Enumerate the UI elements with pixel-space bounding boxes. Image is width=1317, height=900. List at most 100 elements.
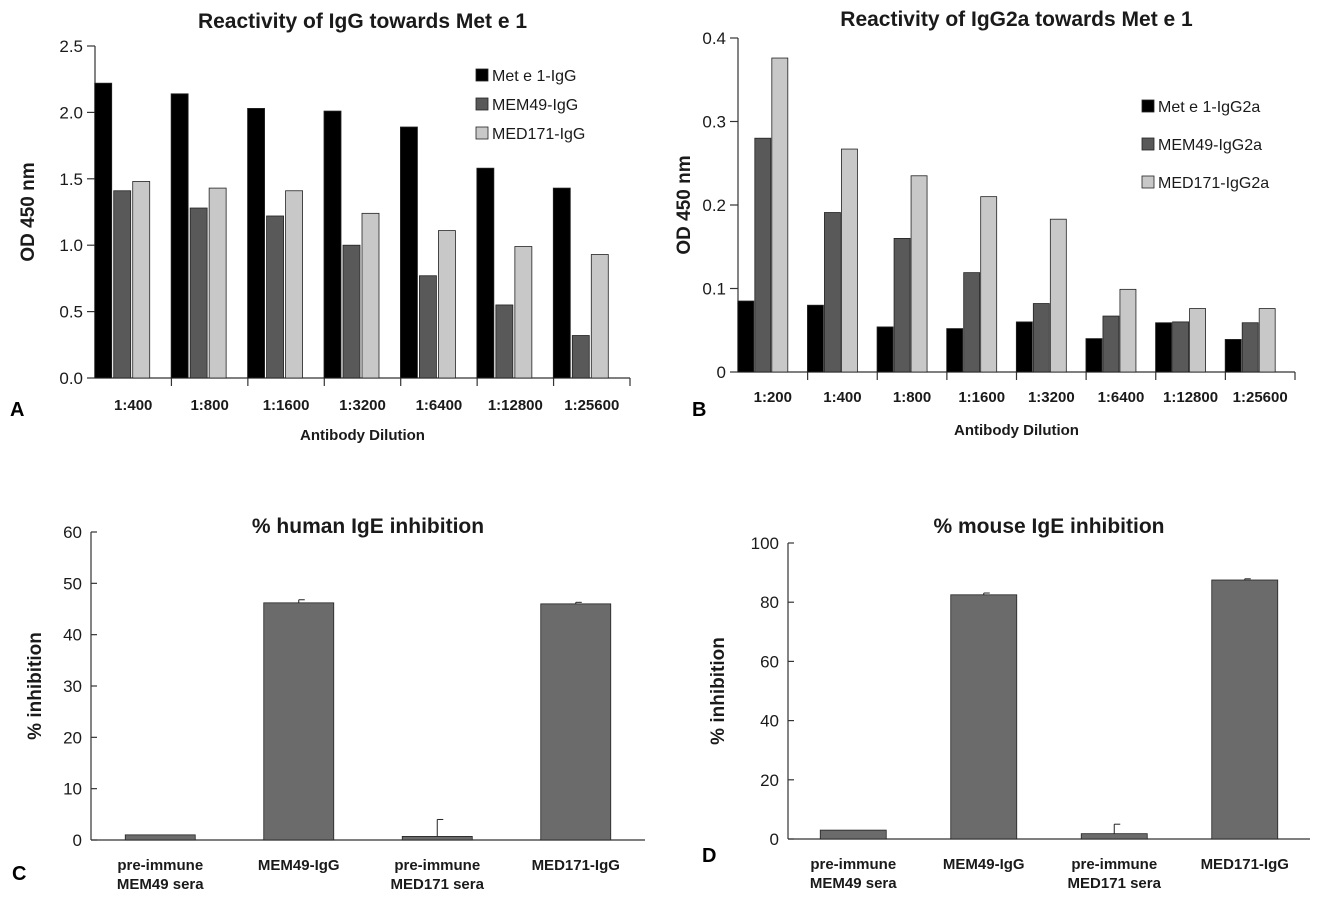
bar: [807, 304, 824, 373]
bar: [1085, 338, 1103, 373]
bar: [124, 834, 196, 841]
y-tick-label: 0.2: [702, 196, 726, 215]
chart-title: % mouse IgE inhibition: [934, 515, 1165, 538]
bar: [113, 190, 132, 379]
chart-panel-a: Reactivity of IgG towards Met e 1 0.0 0.5 1…: [10, 10, 631, 444]
bar: [910, 175, 928, 373]
y-tick-label: 0: [73, 831, 82, 850]
bar: [342, 244, 361, 379]
bar: [950, 594, 1018, 840]
bar: [419, 275, 437, 379]
y-tick-label: 0.0: [59, 369, 83, 388]
chart-panel-c: % human IgE inhibition 0 10 20 30 40 50 60 % inh…: [12, 515, 645, 893]
legend-swatch: [1141, 137, 1155, 151]
x-tick-label: MEM49-IgG: [943, 856, 1025, 873]
y-tick-label: 20: [760, 771, 779, 790]
legend-label: MEM49-IgG2a: [1158, 137, 1262, 154]
bar: [247, 108, 265, 379]
panel-letter: A: [10, 399, 24, 421]
x-tick-label: 1:400: [823, 389, 861, 406]
bar: [980, 196, 998, 373]
bar: [841, 148, 858, 373]
bar: [1241, 322, 1259, 373]
x-tick-label: 1:25600: [564, 397, 619, 414]
bar: [285, 190, 303, 379]
bar: [540, 603, 612, 841]
bar: [1258, 308, 1276, 373]
bar: [1189, 308, 1206, 373]
bar: [754, 137, 772, 373]
bar: [323, 110, 342, 379]
x-axis-title: Antibody Dilution: [954, 422, 1079, 439]
legend-swatch: [1141, 175, 1155, 189]
bar: [495, 304, 514, 379]
bar: [1049, 218, 1067, 373]
chart-panel-d: % mouse IgE inhibition 0 20 40 60 80 100 % inhi…: [702, 515, 1310, 892]
x-tick-label: 1:800: [190, 397, 228, 414]
y-tick-label: 40: [760, 712, 779, 731]
legend-swatch: [475, 68, 489, 82]
bar: [1102, 315, 1120, 373]
bar: [590, 254, 609, 379]
bar: [571, 335, 590, 379]
y-axis-title: OD 450 nm: [18, 162, 39, 261]
chart-title: % human IgE inhibition: [252, 515, 484, 538]
bar: [876, 326, 894, 373]
y-tick-label: 10: [63, 780, 82, 799]
bar: [361, 212, 380, 379]
bar: [819, 829, 887, 840]
bar: [401, 836, 473, 841]
legend-swatch: [475, 97, 489, 111]
x-tick-label: 1:3200: [339, 397, 386, 414]
legend: Met e 1-IgG2a MEM49-IgG2a MED171-IgG2a: [1141, 99, 1269, 192]
y-tick-label: 0.3: [702, 113, 726, 132]
x-tick-label: pre-immune: [117, 857, 203, 874]
bar: [170, 93, 189, 379]
bar: [771, 57, 789, 373]
y-tick-label: 30: [63, 677, 82, 696]
x-tick-label: 1:400: [114, 397, 152, 414]
bar: [963, 272, 981, 373]
x-tick-label: MEM49 sera: [810, 875, 897, 892]
bar: [438, 230, 456, 379]
x-tick-label: pre-immune: [394, 857, 480, 874]
legend-label: Met e 1-IgG2a: [1158, 99, 1260, 116]
x-tick-label: 1:6400: [1098, 389, 1145, 406]
bar: [946, 328, 964, 373]
bar: [737, 300, 755, 373]
panel-letter: D: [702, 845, 716, 867]
bar: [1119, 288, 1137, 373]
panel-letter: C: [12, 863, 26, 885]
y-tick-label: 1.5: [59, 170, 83, 189]
y-tick-label: 2.5: [59, 37, 83, 56]
x-tick-label: pre-immune: [810, 856, 896, 873]
y-tick-label: 100: [751, 534, 779, 553]
bar: [132, 181, 151, 379]
bar: [1032, 303, 1050, 373]
x-tick-label: 1:12800: [1163, 389, 1218, 406]
y-axis-title: % inhibition: [25, 632, 46, 740]
y-tick-label: 0.4: [702, 29, 726, 48]
x-tick-label: MED171 sera: [391, 876, 485, 893]
x-tick-label: MEM49-IgG: [258, 857, 340, 874]
bar: [824, 212, 841, 373]
x-tick-label: 1:200: [754, 389, 792, 406]
bar: [1172, 321, 1189, 373]
bar: [1015, 321, 1033, 373]
x-axis-title: Antibody Dilution: [300, 427, 425, 444]
y-tick-label: 20: [63, 728, 82, 747]
y-axis-title: OD 450 nm: [674, 155, 695, 254]
y-tick-label: 60: [760, 652, 779, 671]
x-tick-label: 1:12800: [488, 397, 543, 414]
panel-letter: B: [692, 399, 706, 421]
x-tick-label: MED171-IgG: [532, 857, 620, 874]
y-tick-label: 0.5: [59, 303, 83, 322]
bar: [1211, 579, 1279, 840]
x-tick-label: 1:800: [893, 389, 931, 406]
bar: [1080, 833, 1148, 840]
bar: [400, 126, 418, 379]
x-tick-label: 1:6400: [416, 397, 463, 414]
x-tick-label: MED171 sera: [1068, 875, 1162, 892]
bar: [263, 602, 335, 841]
legend-label: MEM49-IgG: [492, 97, 578, 114]
